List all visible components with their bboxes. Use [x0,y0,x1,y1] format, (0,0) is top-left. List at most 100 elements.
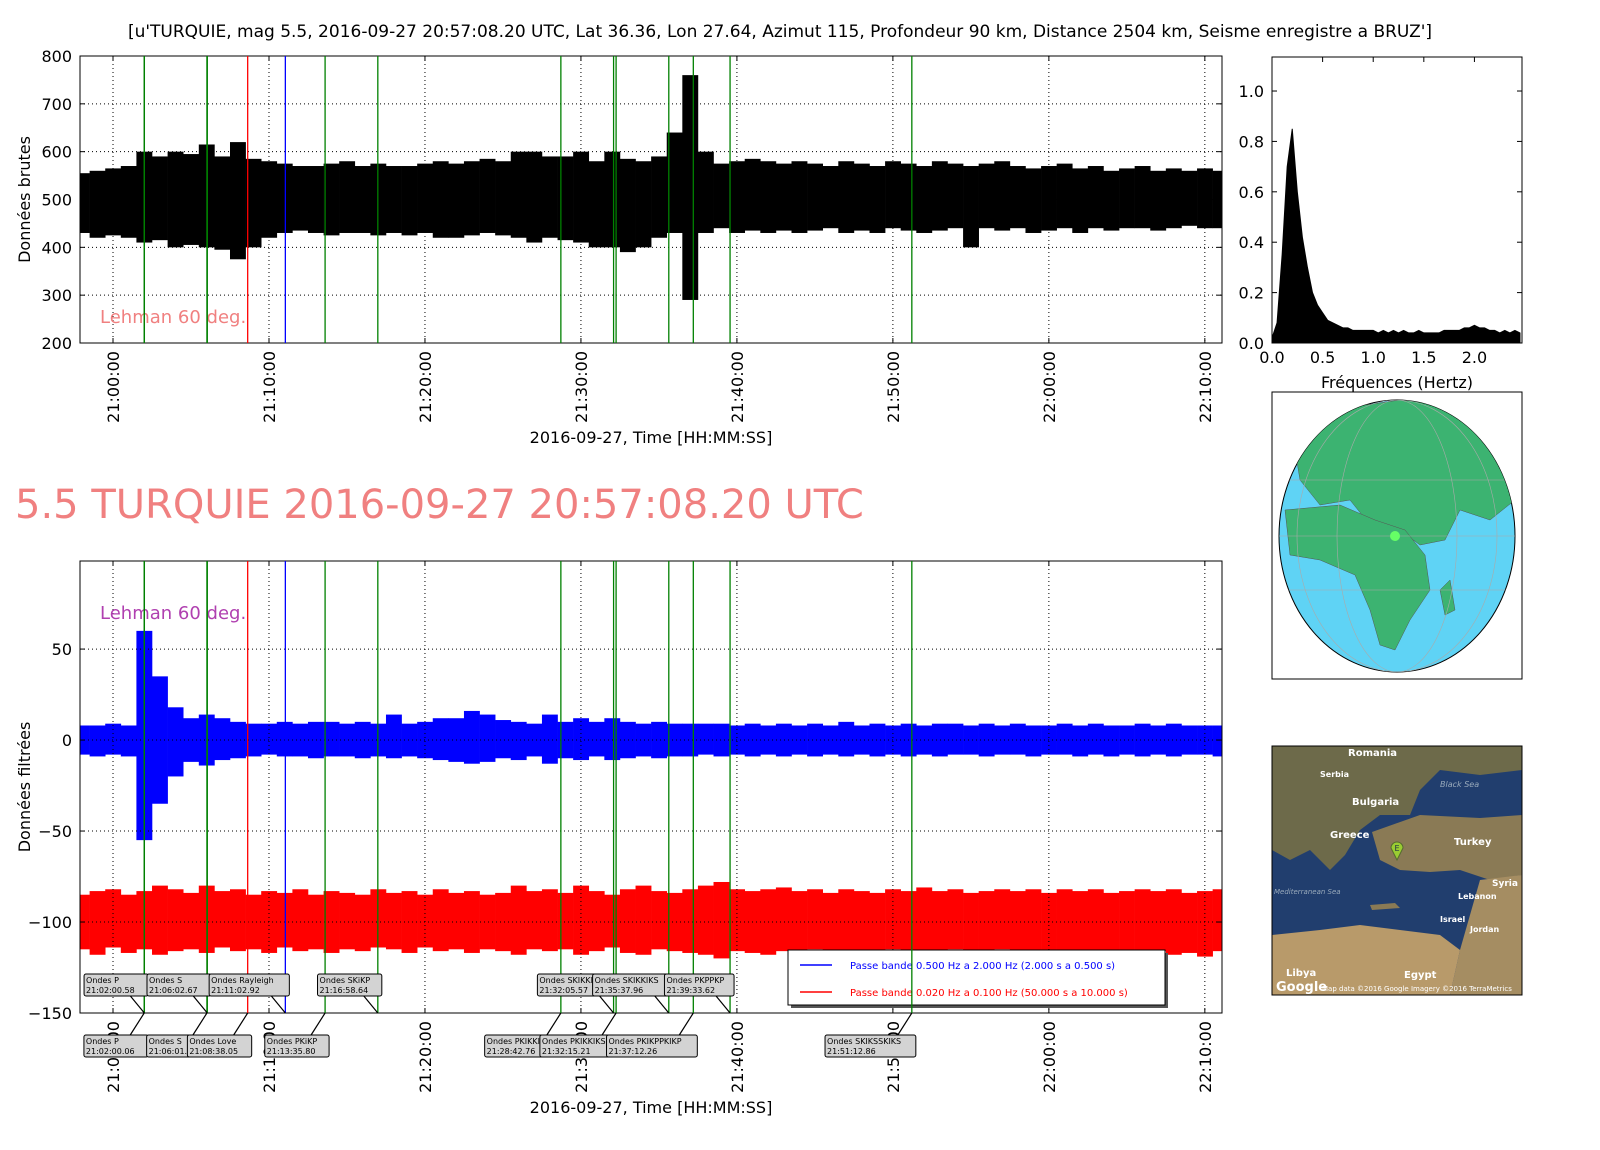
x-tick-label: 21:40:00 [728,351,747,423]
waveform-segment [120,894,137,953]
waveform-segment [557,721,574,759]
waveform-segment [635,723,652,757]
y-tick-label: 400 [41,238,72,257]
waveform-segment [651,156,668,238]
phase-name: Ondes PKIKKIKP [487,1037,551,1046]
phase-box [186,1034,253,1058]
waveform-segment [1072,725,1089,757]
waveform-segment [635,161,652,248]
waveform-segment [573,151,590,243]
waveform-segment [682,75,699,300]
waveform-segment [744,158,761,231]
phase-arrow [310,1012,326,1036]
waveform-segment [1181,725,1198,755]
waveform-segment [1087,723,1104,755]
waveform-segment [604,894,621,948]
waveform-segment [448,163,465,238]
waveform-segment [791,161,808,233]
legend-label: Passe bande 0.020 Hz a 0.100 Hz (50.000 … [850,988,1128,999]
waveform-segment [541,714,558,764]
waveform-segment [463,161,480,236]
waveform-segment [339,892,356,950]
waveform-segment [853,891,870,952]
waveform-segment [573,885,590,955]
map-label: Jordan [1469,925,1500,934]
waveform-segment [1212,889,1222,952]
waveform-segment [1056,889,1073,952]
waveform-segment [495,161,512,236]
phase-arrow [233,1012,249,1036]
legend-label: Passe bande 0.500 Hz a 2.000 Hz (2.000 s… [850,961,1115,972]
waveform-segment [214,891,231,948]
waveform-segment [994,725,1011,755]
chart: 0.0 0.2 0.4 0.6 0.8 1.0 0.0 0.5 1.0 1.5 2.0 Fréquen… [1239,56,1523,392]
x-tick-label: 0.0 [1259,348,1284,367]
phase-name: Ondes S [149,976,182,985]
waveform-segment [292,889,309,952]
phase-name: Ondes SKIKKIKP [539,976,603,985]
map-frame [1271,745,1523,996]
waveform-segment [307,166,324,233]
waveform-segment [635,885,652,955]
waveform-segment [619,889,636,953]
waveform-segment [1165,168,1182,229]
waveform-segment [900,891,917,955]
y-tick-label: 1.0 [1239,82,1264,101]
phase-time: 21:39:33.62 [666,986,715,995]
waveform-segment [994,161,1011,231]
map-label: Black Sea [1440,780,1479,789]
phase-name: Ondes S [149,1037,182,1046]
phase-arrow [192,1012,208,1036]
waveform-segment [1212,725,1222,757]
waveform-segment [401,723,418,757]
waveform-segment [619,158,636,253]
waveform-segment [1134,166,1151,229]
waveform-segment [120,166,137,238]
map-label: Romania [1348,748,1397,759]
phase-time: 21:11:02.92 [211,986,260,995]
y-axis-label: Données filtrées [15,722,34,853]
waveform-segment [401,891,418,953]
waveform-segment [229,142,246,260]
waveform-segment [760,161,777,233]
waveform-segment [339,161,356,233]
y-tick-label: 50 [52,640,72,659]
waveform-segment [1056,163,1073,229]
y-tick-label: 300 [41,286,72,305]
phase-box [317,973,383,997]
phase-time: 21:28:42.76 [487,1047,536,1056]
waveform-segment [604,718,621,761]
phase-arrow [601,1012,617,1036]
map-label: Egypt [1404,970,1437,981]
waveform-segment [245,158,262,248]
waveform-segment [167,889,184,952]
waveform-segment [1119,725,1135,755]
waveform-segment [1119,168,1135,229]
waveform-segment [822,166,839,229]
y-tick-label: 0 [62,731,72,750]
waveform-segment [1103,892,1120,952]
phase-arrow [546,1012,562,1036]
waveform-segment [105,723,122,755]
north-africa [1272,925,1460,995]
waveform-segment [1181,170,1198,226]
x-tick-label: 1.0 [1360,348,1385,367]
waveform-segment [963,166,979,248]
waveform-segment [510,885,527,955]
x-tick-label: 1.5 [1411,348,1436,367]
waveform-segment [713,163,730,229]
waveform-segment [853,163,870,231]
phase-arrow [678,1012,694,1036]
map-marker-label: E [1394,844,1399,853]
x-tick-label: 21:50:00 [884,351,903,423]
regional-map: Romania Serbia Bulgaria Black Sea Greece… [1271,745,1523,996]
big-title: 5.5 TURQUIE 2016-09-27 20:57:08.20 UTC [15,482,864,528]
waveform-segment [417,721,434,759]
map-label: Mediterranean Sea [1274,888,1341,896]
waveform-segment [666,892,683,952]
phase-time: 21:13:35.80 [267,1047,316,1056]
phase-box [208,973,290,997]
waveform-segment [479,894,496,950]
waveform-segment [385,714,402,759]
waveform-segment [1165,723,1182,757]
